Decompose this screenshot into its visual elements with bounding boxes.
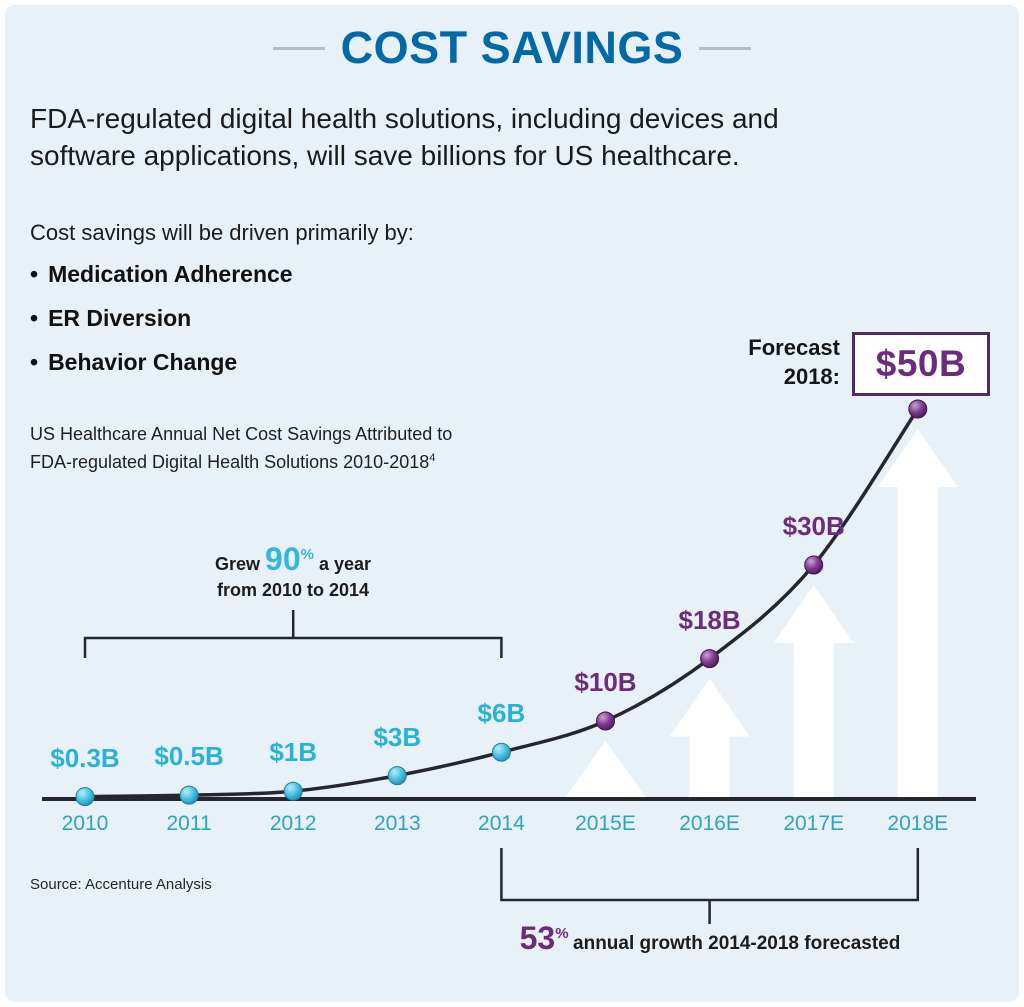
forecast-value-box: $50B — [852, 332, 990, 396]
driver-label: Behavior Change — [48, 348, 238, 375]
data-point-2016E — [700, 649, 720, 669]
annotation-line1: Grew 90% a year — [113, 541, 473, 578]
annotation-line2: from 2010 to 2014 — [216, 580, 370, 600]
trend-curve — [84, 408, 920, 799]
chart-caption-line2-text: FDA-regulated Digital Health Solutions 2… — [30, 451, 430, 472]
annotation-big-number: 90 — [265, 541, 301, 577]
value-label: $18B — [678, 604, 741, 635]
bracket-2010-2014 — [83, 610, 503, 658]
data-point-2017E — [804, 555, 824, 575]
page-title: COST SAVINGS — [340, 22, 684, 73]
x-tick-label: 2016E — [679, 812, 740, 835]
drivers-heading: Cost savings will be driven primarily by… — [30, 220, 414, 245]
x-tick-label: 2012 — [269, 812, 317, 835]
x-tick-label: 2014 — [478, 812, 525, 835]
annotation-growth-2010-2014: Grew 90% a year from 2010 to 2014 — [113, 541, 473, 601]
data-point-2010 — [75, 787, 95, 807]
title-left-dash — [272, 46, 325, 50]
x-tick-label: 2018E — [887, 812, 949, 835]
x-tick-label: 2015E — [575, 812, 636, 835]
bullet-icon: • — [30, 304, 39, 331]
driver-label: Medication Adherence — [48, 260, 293, 287]
bracket-2014-2018 — [500, 848, 920, 924]
driver-item: • Behavior Change — [30, 340, 293, 384]
x-tick-label: 2013 — [373, 812, 421, 835]
driver-item: • ER Diversion — [30, 296, 293, 340]
driver-item: • Medication Adherence — [30, 252, 293, 296]
annotation-growth-2014-2018: 53% annual growth 2014-2018 forecasted — [450, 920, 970, 957]
intro-text: FDA-regulated digital health solutions, … — [30, 103, 779, 171]
forecast-arrow-icon — [669, 678, 750, 797]
source-note: Source: Accenture Analysis — [30, 876, 212, 893]
chart-caption-line2: FDA-regulated Digital Health Solutions 2… — [30, 449, 452, 477]
percent-sign: % — [555, 925, 569, 942]
title-right-dash — [699, 46, 752, 50]
forecast-label: Forecast 2018: — [610, 334, 840, 391]
data-point-2014 — [491, 742, 511, 762]
data-point-2015E — [596, 711, 615, 731]
driver-label: ER Diversion — [48, 304, 192, 331]
x-tick-label: 2011 — [166, 812, 212, 835]
annotation-suffix: a year — [318, 554, 372, 574]
x-tick-label: 2010 — [61, 812, 109, 835]
forecast-label-line1: Forecast — [748, 335, 840, 360]
bullet-icon: • — [30, 348, 39, 375]
data-point-2011 — [179, 785, 199, 805]
value-label: $30B — [782, 511, 845, 541]
chart-caption-line1: US Healthcare Annual Net Cost Savings At… — [30, 424, 453, 444]
annotation-prefix: Grew — [214, 554, 260, 574]
footnote-marker: 4 — [429, 451, 436, 464]
forecast-value: $50B — [875, 343, 967, 384]
annotation-big-number: 53 — [519, 920, 556, 956]
annotation-text: annual growth 2014-2018 forecasted — [573, 933, 901, 954]
value-label: $1B — [269, 737, 318, 768]
data-point-2018E — [908, 399, 928, 419]
forecast-arrow-icon — [877, 429, 958, 797]
chart-caption: US Healthcare Annual Net Cost Savings At… — [30, 421, 452, 477]
forecast-arrow-icon — [773, 585, 854, 797]
drivers-list: • Medication Adherence • ER Diversion • … — [30, 252, 293, 384]
value-label: $0.5B — [154, 741, 224, 772]
forecast-arrow-icon — [565, 741, 646, 797]
x-tick-label: 2017E — [783, 812, 845, 835]
value-label: $6B — [477, 698, 526, 729]
value-label: $0.3B — [50, 742, 120, 773]
percent-sign: % — [300, 546, 314, 563]
forecast-label-line2: 2018: — [783, 363, 840, 389]
value-label: $10B — [574, 667, 637, 697]
data-point-2012 — [283, 781, 303, 801]
background-panel — [5, 5, 1019, 1002]
bullet-icon: • — [30, 260, 39, 287]
value-label: $3B — [373, 721, 422, 752]
title-row: COST SAVINGS — [0, 22, 1024, 74]
data-point-2013 — [387, 766, 407, 786]
